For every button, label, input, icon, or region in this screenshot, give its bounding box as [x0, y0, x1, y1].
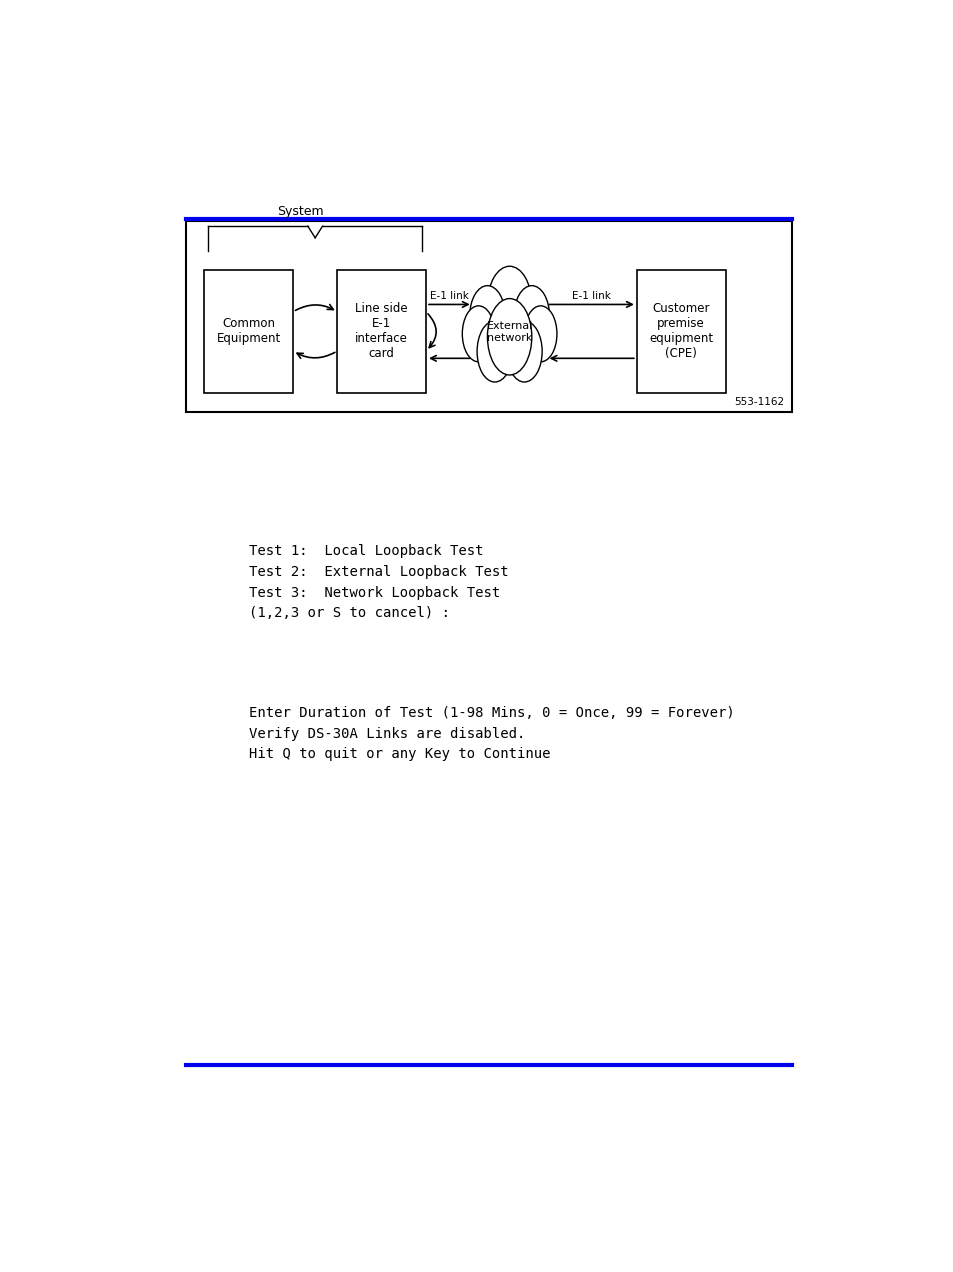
Text: E-1 link: E-1 link [430, 290, 468, 300]
Text: Common
Equipment: Common Equipment [216, 318, 280, 346]
Ellipse shape [524, 305, 557, 361]
Text: Customer
premise
equipment
(CPE): Customer premise equipment (CPE) [648, 303, 713, 360]
Text: E-1 link: E-1 link [572, 290, 611, 300]
Ellipse shape [476, 321, 512, 382]
Bar [204, 270, 293, 393]
Ellipse shape [487, 266, 531, 342]
Text: External
network: External network [486, 321, 533, 342]
Ellipse shape [462, 305, 495, 361]
Ellipse shape [514, 286, 549, 347]
Text: 553-1162: 553-1162 [734, 397, 783, 407]
Ellipse shape [487, 299, 531, 375]
Bar [337, 270, 426, 393]
Bar [186, 221, 791, 412]
Text: Line side
E-1
interface
card: Line side E-1 interface card [355, 303, 408, 360]
Ellipse shape [469, 286, 505, 347]
Bar [637, 270, 724, 393]
Text: System: System [276, 205, 323, 219]
Text: Enter Duration of Test (1-98 Mins, 0 = Once, 99 = Forever)
Verify DS-30A Links a: Enter Duration of Test (1-98 Mins, 0 = O… [249, 706, 734, 761]
Text: Test 1:  Local Loopback Test
Test 2:  External Loopback Test
Test 3:  Network Lo: Test 1: Local Loopback Test Test 2: Exte… [249, 544, 508, 621]
Ellipse shape [506, 321, 541, 382]
